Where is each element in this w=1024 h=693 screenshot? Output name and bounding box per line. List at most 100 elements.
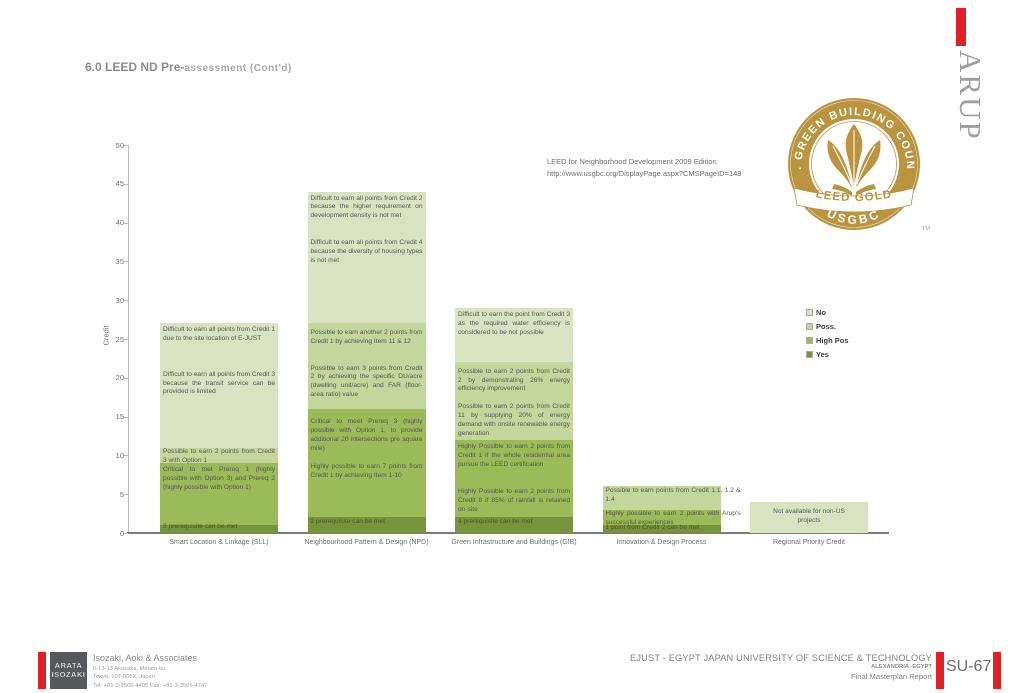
firm-name: Isozaki, Aoki & Associates: [93, 653, 198, 663]
bar-annotation: Possible to earn another 2 points from C…: [310, 328, 423, 345]
bar-annotation: Possible to earn 2 points from Credit 3 …: [163, 448, 275, 465]
y-tick-label: 10: [115, 450, 124, 460]
y-tick-mark: [124, 300, 128, 302]
bar-annotation: Critical to met Prereq 1 (highly possibl…: [163, 466, 275, 491]
footer-red-bar-middle: [936, 652, 944, 689]
badge-tm-mark: TM: [922, 226, 930, 232]
x-category-label: Smart Location & Linkage (SLL): [169, 539, 269, 546]
bar-segment-highpos-3: [602, 509, 721, 526]
bar-segment-poss-1: [307, 323, 426, 409]
isozaki-logo-line2: ISOZAKI: [51, 669, 86, 679]
badge-banner-text: LEED GOLD: [815, 188, 892, 204]
y-tick-mark: [124, 261, 128, 263]
y-tick-mark: [124, 339, 128, 340]
firm-contact: Tel: +81-3-3505-4405 Fax: +81-3-3505-474…: [93, 682, 208, 689]
legend-item-highpos: High Pos: [806, 336, 849, 345]
footer-project-block: EJUST - EGYPT JAPAN UNIVERSITY OF SCIENC…: [630, 653, 932, 681]
y-tick-mark: [124, 222, 128, 224]
bar-annotation: 2 prerequisite can be met: [310, 518, 385, 526]
bar-segment-highpos-2: [455, 439, 573, 518]
bar-segment-yes-0: [160, 525, 278, 533]
firm-address-line2: Tokyo, 107-0052, Japan: [93, 674, 155, 681]
legend-swatch: [806, 337, 813, 344]
bar-annotation: Possible to earn 2 points from Credit 2 …: [458, 367, 570, 393]
bar-segment-no-1: [307, 191, 426, 324]
bar-annotation: 3 prerequisite can be met: [163, 522, 238, 530]
isozaki-logo-line1: ARATA: [54, 661, 83, 671]
legend-label: High Pos: [816, 336, 849, 345]
y-tick-mark: [124, 377, 128, 379]
y-tick-label: 0: [119, 528, 124, 538]
project-title: EJUST - EGYPT JAPAN UNIVERSITY OF SCIENC…: [630, 653, 932, 663]
legend-item-no: No: [806, 308, 849, 317]
bar-segment-highpos-0: [160, 463, 278, 526]
arup-logo: ARUP: [953, 50, 988, 141]
legend-item-yes: Yes: [806, 350, 849, 359]
y-tick-mark: [124, 455, 128, 457]
y-tick-label: 20: [115, 373, 124, 383]
page-title: 6.0 LEED ND Pre-assessment (Cont'd): [85, 60, 292, 74]
footer-red-bar-left: [38, 652, 46, 689]
bar-annotation: Possible to earn 3 points from Credit 2 …: [310, 364, 423, 399]
bar-segment-no-4: [750, 501, 868, 533]
x-category-label: Innovation & Design Process: [616, 539, 707, 546]
bar-segment-yes-1: [307, 517, 426, 533]
badge-seal-graphic: U.S. GREEN BUILDING COUNCIL LEED GOLD US…: [767, 79, 930, 232]
page-number: SU-67: [946, 658, 992, 675]
bar-segment-poss-3: [602, 486, 721, 510]
page-title-prefix: 6.0 LEED ND Pre-: [85, 60, 185, 74]
chart-legend: No Poss. High Pos Yes: [806, 308, 849, 364]
report-name: Final Masterplan Report: [850, 672, 932, 681]
y-tick-label: 40: [115, 218, 124, 228]
bar-segment-yes-3: [602, 525, 721, 533]
y-tick-label: 50: [115, 140, 124, 150]
bar-segment-poss-0: [160, 447, 278, 464]
bar-annotation: 1 point from Credit 2 can be met: [605, 524, 700, 532]
y-tick-mark: [124, 145, 128, 146]
bar-annotation: Highly possible to earn 2 points with Ar…: [605, 509, 741, 526]
bar-annotation: Difficult to earn all points from Credit…: [163, 325, 275, 342]
note-url: http://www.usgbc.org/DisplayPage.aspx?CM…: [547, 168, 742, 178]
note-edition: LEED for Neighborhood Development 2009 E…: [547, 157, 717, 166]
legend-label: No: [816, 308, 826, 317]
isozaki-logo: ARATA ISOZAKI: [50, 652, 87, 689]
red-corner-bar: [956, 8, 966, 46]
y-tick-label: 45: [115, 179, 124, 189]
bar-annotation: Difficult to earn all points from Credit…: [163, 370, 275, 396]
bar-annotation: Difficult to earn all points from Credit…: [310, 194, 423, 220]
y-tick-label: 5: [119, 489, 124, 499]
y-tick-mark: [124, 533, 128, 534]
y-tick-label: 25: [115, 334, 124, 344]
usgbc-leed-gold-badge: U.S. GREEN BUILDING COUNCIL LEED GOLD US…: [767, 79, 940, 251]
bar-annotation: Highly Possible to earn 2 points from Cr…: [458, 442, 570, 468]
x-category-label: Regional Priority Credit: [773, 539, 845, 546]
y-tick-label: 30: [115, 295, 124, 305]
y-tick-mark: [124, 494, 128, 496]
bar-segment-no-2: [455, 307, 573, 363]
bar-segment-poss-2: [455, 362, 573, 440]
x-axis-line: [127, 532, 889, 534]
legend-label: Poss.: [816, 322, 837, 331]
y-tick-label: 35: [115, 256, 124, 266]
svg-text:LEED GOLD: LEED GOLD: [815, 188, 893, 204]
bar-annotation: Critical to meet Prereq 3 (highly possib…: [310, 418, 423, 452]
firm-address-line1: 6-13-13 Akasaka, Minato-ku,: [93, 666, 167, 672]
bar-annotation: Possible to earn points from Credit 1.1,…: [605, 487, 741, 504]
bar-annotation: Difficult to earn all points from Credit…: [310, 238, 423, 264]
legend-item-poss: Poss.: [806, 322, 849, 331]
bar-annotation: Highly possible to earn 7 points from Cr…: [310, 463, 423, 479]
bar-annotation: Possible to earn 2 points from Credit 11…: [458, 403, 570, 437]
y-tick-mark: [124, 416, 128, 418]
bar-segment-yes-2: [455, 517, 573, 533]
chart-source-note: LEED for Neighborhood Development 2009 E…: [547, 156, 741, 179]
svg-text:USGBC: USGBC: [825, 206, 883, 227]
legend-label: Yes: [816, 350, 829, 359]
bar-segment-highpos-1: [307, 408, 426, 518]
stacked-bar-chart: Credit 0 5 10 15 20 25 30 35 40 45 50 Smart Locatio…: [102, 141, 890, 546]
x-category-label: Neighbourhood Pattern & Design (NPD): [304, 539, 429, 546]
legend-swatch: [806, 351, 813, 358]
bar-segment-no-0: [160, 323, 278, 448]
legend-swatch: [806, 309, 813, 316]
footer-red-bar-right: [993, 652, 1001, 689]
